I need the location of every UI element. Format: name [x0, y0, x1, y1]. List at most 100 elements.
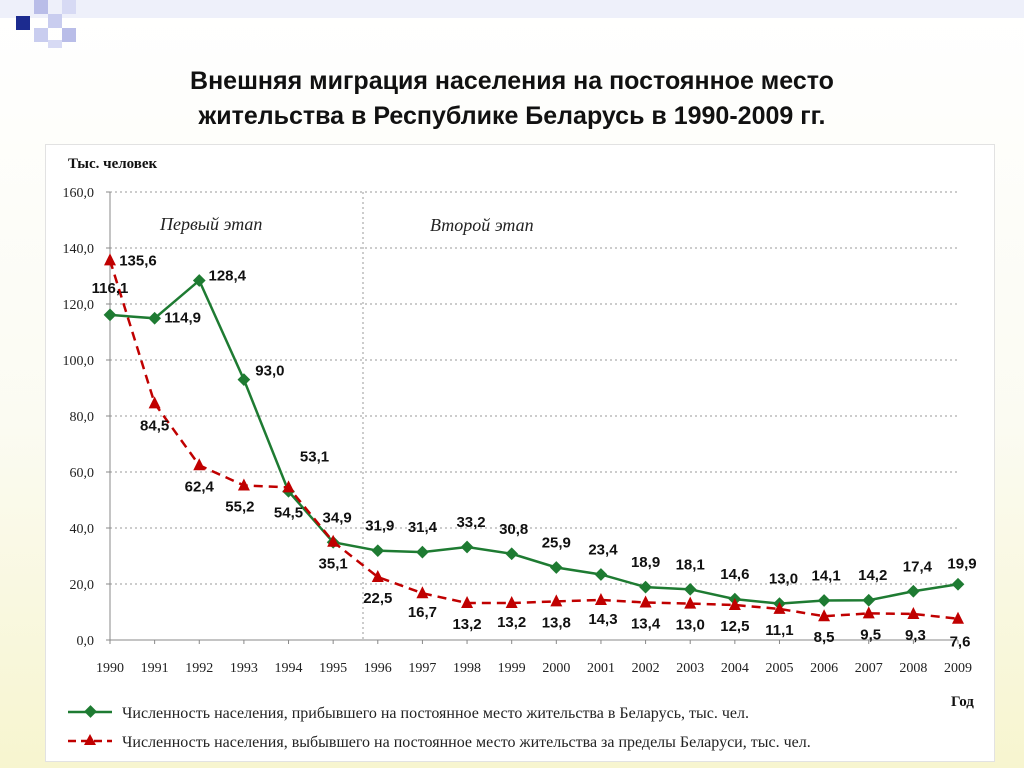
x-tick-label: 2003 — [676, 661, 704, 676]
arrivals-point — [817, 594, 831, 607]
departures-data-label: 35,1 — [319, 556, 348, 573]
departures-point — [773, 601, 786, 614]
legend-departures-marker — [84, 734, 96, 745]
decorative-squares — [0, 0, 1024, 48]
x-tick-label: 2007 — [855, 661, 883, 676]
x-tick-label: 1992 — [185, 661, 213, 676]
departures-point — [104, 253, 116, 266]
departures-point — [952, 611, 964, 624]
x-tick-label: 2000 — [542, 661, 570, 676]
x-axis-label: Год — [951, 694, 974, 710]
arrivals-point — [460, 540, 474, 554]
legend-item-arrivals: Численность населения, прибывшего на пос… — [68, 705, 749, 722]
x-tick-label: 1995 — [319, 661, 347, 676]
slide-title-line-2: жительства в Республике Беларусь в 1990-… — [198, 102, 826, 130]
departures-point — [818, 609, 831, 622]
y-tick-label: 40,0 — [70, 522, 95, 537]
x-tick-label: 1990 — [96, 661, 124, 676]
arrivals-data-label: 114,9 — [164, 309, 201, 326]
x-tick-label: 1997 — [408, 661, 436, 676]
departures-data-label: 7,6 — [950, 634, 971, 651]
arrivals-point — [371, 544, 385, 558]
arrivals-line — [109, 278, 959, 605]
arrivals-data-label: 33,2 — [456, 514, 485, 531]
arrivals-point — [639, 580, 652, 594]
y-tick-label: 20,0 — [70, 578, 95, 593]
arrivals-data-label: 34,9 — [323, 509, 352, 526]
arrivals-data-label: 17,4 — [903, 558, 933, 575]
departures-point — [148, 396, 161, 409]
departures-line — [108, 259, 959, 620]
grid — [110, 191, 958, 585]
x-tick-label: 2005 — [765, 661, 793, 676]
x-tick-label: 1993 — [230, 661, 258, 676]
departures-data-label: 55,2 — [225, 498, 254, 515]
y-tick-label: 160,0 — [63, 186, 95, 201]
x-tick-label: 1999 — [498, 661, 526, 676]
departures-data-label: 13,8 — [542, 614, 571, 631]
arrivals-point — [683, 582, 697, 596]
tick-labels: 0,0 20,0 40,0 60,0 80,0 100,0 120,0 140,0 160,0 1… — [63, 186, 973, 676]
departures-point — [505, 596, 518, 609]
departures-data-label: 13,2 — [452, 616, 481, 633]
departures-point — [862, 606, 875, 619]
arrivals-point — [103, 308, 117, 322]
departures-data-label: 9,5 — [860, 626, 881, 643]
legend-item-departures: Численность населения, выбывшего на пост… — [68, 734, 811, 751]
x-tick-label: 1998 — [453, 661, 481, 676]
slide-title-line-1: Внешняя миграция населения на постоянное… — [190, 67, 834, 95]
departures-data-label: 13,4 — [631, 615, 661, 632]
legend-arrivals-marker — [84, 705, 97, 718]
departures-data-label: 13,0 — [676, 617, 705, 634]
arrivals-data-label: 19,9 — [947, 555, 976, 572]
y-tick-label: 80,0 — [70, 410, 95, 425]
departures-point — [416, 586, 429, 599]
arrivals-point — [951, 577, 965, 591]
departures-point — [237, 478, 250, 491]
departures-point — [639, 595, 652, 608]
x-tick-label: 2009 — [944, 661, 972, 676]
arrivals-data-label: 53,1 — [300, 448, 329, 465]
departures-data-label: 16,7 — [408, 604, 437, 621]
departures-data-label: 9,3 — [905, 627, 926, 644]
y-tick-label: 100,0 — [63, 354, 95, 369]
arrivals-point — [237, 373, 251, 386]
arrivals-point — [505, 547, 519, 561]
y-tick-label: 140,0 — [63, 242, 95, 257]
departures-data-label: 135,6 — [119, 252, 157, 269]
y-tick-label: 120,0 — [63, 298, 95, 313]
arrivals-data-label: 128,4 — [208, 267, 246, 284]
departures-point — [728, 598, 741, 610]
arrivals-data-label: 13,0 — [769, 571, 798, 588]
legend-departures-label: Численность населения, выбывшего на пост… — [122, 734, 811, 751]
arrivals-data-label: 14,6 — [720, 566, 749, 583]
arrivals-point — [192, 274, 206, 287]
departures-point — [594, 592, 607, 605]
arrivals-data-label: 14,2 — [858, 567, 887, 584]
arrivals-data-label: 93,0 — [255, 363, 284, 380]
y-tick-label: 0,0 — [77, 634, 95, 649]
departures-data-label: 54,5 — [274, 504, 303, 521]
data-labels: 116,1 114,9 128,4 93,0 53,1 34,9 31,9 31,4 33,2 3… — [92, 252, 977, 650]
slide-title: Внешняя миграция населения на постоянное… — [0, 64, 1024, 134]
arrivals-data-label: 31,4 — [408, 519, 438, 536]
departures-data-label: 12,5 — [720, 618, 749, 635]
departures-point — [550, 594, 563, 607]
arrivals-data-label: 116,1 — [92, 280, 129, 297]
departures-point — [327, 534, 340, 547]
arrivals-point — [416, 545, 429, 559]
departures-data-label: 13,2 — [497, 614, 526, 631]
arrivals-data-label: 31,9 — [365, 518, 394, 535]
y-axis-label: Тыс. человек — [68, 156, 158, 172]
x-tick-label: 2006 — [810, 661, 838, 676]
arrivals-point — [148, 311, 161, 325]
departures-data-label: 14,3 — [588, 611, 617, 628]
departures-data-label: 8,5 — [814, 629, 835, 646]
departures-data-label: 62,4 — [185, 478, 215, 495]
departures-data-label: 84,5 — [140, 417, 169, 434]
legend: Численность населения, прибывшего на пос… — [68, 705, 811, 751]
arrivals-data-label: 18,1 — [676, 556, 705, 573]
x-tick-label: 1991 — [141, 661, 169, 676]
arrivals-point — [594, 568, 608, 581]
departures-point — [907, 606, 920, 619]
